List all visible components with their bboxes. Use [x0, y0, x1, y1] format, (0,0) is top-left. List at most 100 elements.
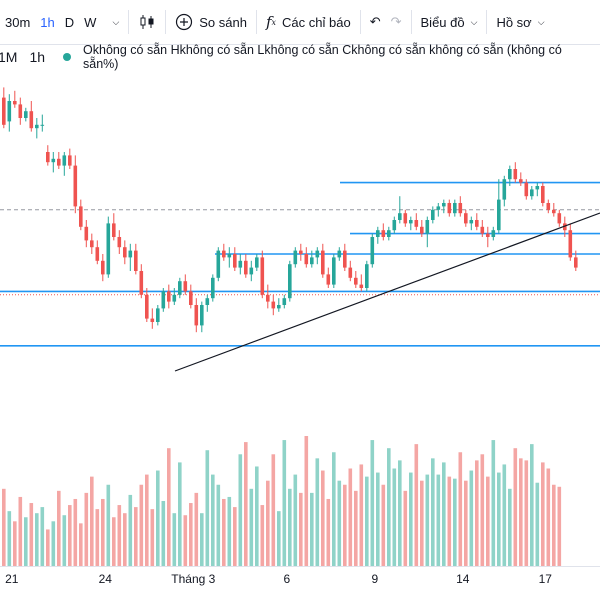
interval-w[interactable]: W — [84, 14, 97, 30]
chevron-down-icon: ⌵ — [112, 16, 120, 27]
candle-body — [337, 250, 342, 258]
candle-body — [101, 260, 105, 275]
candle-body — [475, 220, 479, 227]
compare-button[interactable]: So sánh — [170, 0, 252, 44]
volume-bar — [365, 476, 369, 566]
volume-bar — [398, 460, 402, 566]
volume-bar — [475, 460, 479, 566]
volume-bar — [315, 458, 320, 566]
volume-bar — [62, 515, 67, 566]
candle-body — [95, 247, 100, 261]
volume-bar — [557, 486, 562, 566]
candle-body — [387, 230, 391, 237]
volume-bar — [392, 468, 397, 566]
separator — [359, 10, 361, 34]
interval-1h[interactable]: 1h — [40, 14, 55, 30]
legend-interval: 1h — [29, 49, 46, 65]
candle-body — [238, 260, 243, 268]
volume-bar — [277, 511, 281, 566]
candle-body — [288, 264, 292, 299]
candle-body — [255, 257, 259, 268]
price-chart[interactable] — [0, 44, 600, 566]
candle-body — [189, 291, 193, 305]
redo-icon: ↷ — [390, 14, 402, 29]
candle-body — [222, 250, 226, 258]
candles-button[interactable] — [133, 0, 161, 44]
undo-button[interactable]: ↶ — [365, 0, 386, 44]
candle-body — [447, 203, 452, 214]
volume-bar — [541, 462, 545, 566]
candle-body — [535, 186, 540, 190]
volume-bar — [18, 496, 23, 566]
separator — [128, 10, 130, 34]
volume-bar — [502, 464, 507, 566]
candle-body — [46, 152, 50, 163]
time-axis-label: 6 — [283, 572, 291, 586]
time-axis-label: 9 — [371, 572, 379, 586]
volume-bar — [255, 466, 259, 566]
candle-body — [7, 101, 12, 122]
candle-body — [497, 199, 501, 231]
candle-body — [299, 250, 303, 254]
candle-body — [409, 220, 413, 224]
candle-body — [376, 230, 380, 237]
candle-body — [365, 264, 369, 288]
volume-bar — [425, 474, 430, 566]
candle-body — [530, 189, 534, 197]
candle-body — [442, 203, 446, 207]
candle-body — [491, 230, 496, 237]
candle-body — [326, 274, 331, 285]
volume-bar — [68, 505, 72, 566]
interval-dropdown[interactable]: ⌵ — [101, 0, 124, 44]
chart-type-button[interactable]: Biểu đồ ⌵ — [416, 0, 483, 44]
volume-bar — [205, 450, 210, 566]
volume-bar — [29, 503, 34, 566]
volume-bar — [310, 492, 314, 566]
chevron-down-icon: ⌵ — [470, 16, 478, 27]
volume-bar — [79, 523, 83, 566]
volume-bar — [244, 442, 248, 566]
candle-body — [233, 254, 237, 268]
candle-body — [35, 124, 39, 129]
volume-bar — [156, 470, 160, 566]
volume-bar — [354, 490, 358, 566]
candle-body — [79, 206, 83, 227]
volume-bar — [178, 462, 182, 566]
candle-body — [502, 179, 507, 200]
candle-body — [359, 284, 364, 288]
candle-body — [403, 213, 408, 224]
volume-bar — [46, 529, 50, 566]
volume-bar — [172, 513, 177, 566]
candle-body — [18, 104, 23, 118]
volume-bar — [535, 482, 540, 566]
time-axis[interactable]: 21 24 Tháng 3 6 9 14 17 — [0, 566, 600, 601]
chart-legend: 1M 1h Okhông có sẵn Hkhông có sẵn Lkhông… — [0, 43, 600, 71]
candle-body — [436, 206, 441, 210]
candle-body — [161, 291, 166, 309]
redo-button[interactable]: ↷ — [386, 0, 407, 44]
profile-button[interactable]: Hồ sơ ⌵ — [491, 0, 549, 44]
candle-body — [183, 281, 188, 292]
candle-body — [51, 158, 56, 163]
volume-bar — [359, 464, 364, 566]
volume-bar — [13, 521, 17, 566]
candle-body — [348, 267, 353, 278]
candle-body — [293, 250, 298, 265]
candle-body — [139, 271, 144, 295]
volume-bar — [442, 462, 446, 566]
interval-30m[interactable]: 30m — [5, 14, 31, 30]
candle-body — [332, 257, 336, 285]
chart-type-label: Biểu đồ — [420, 14, 465, 30]
candle-body — [73, 165, 78, 207]
volume-bar — [139, 484, 144, 566]
candlestick-icon — [140, 15, 154, 29]
volume-bar — [409, 472, 413, 566]
interval-d[interactable]: D — [64, 14, 75, 30]
volume-bar — [238, 454, 243, 566]
volume-bar — [7, 511, 12, 566]
volume-bar — [414, 444, 419, 566]
candle-body — [513, 169, 518, 180]
candle-body — [112, 223, 116, 237]
volume-bar — [431, 458, 435, 566]
